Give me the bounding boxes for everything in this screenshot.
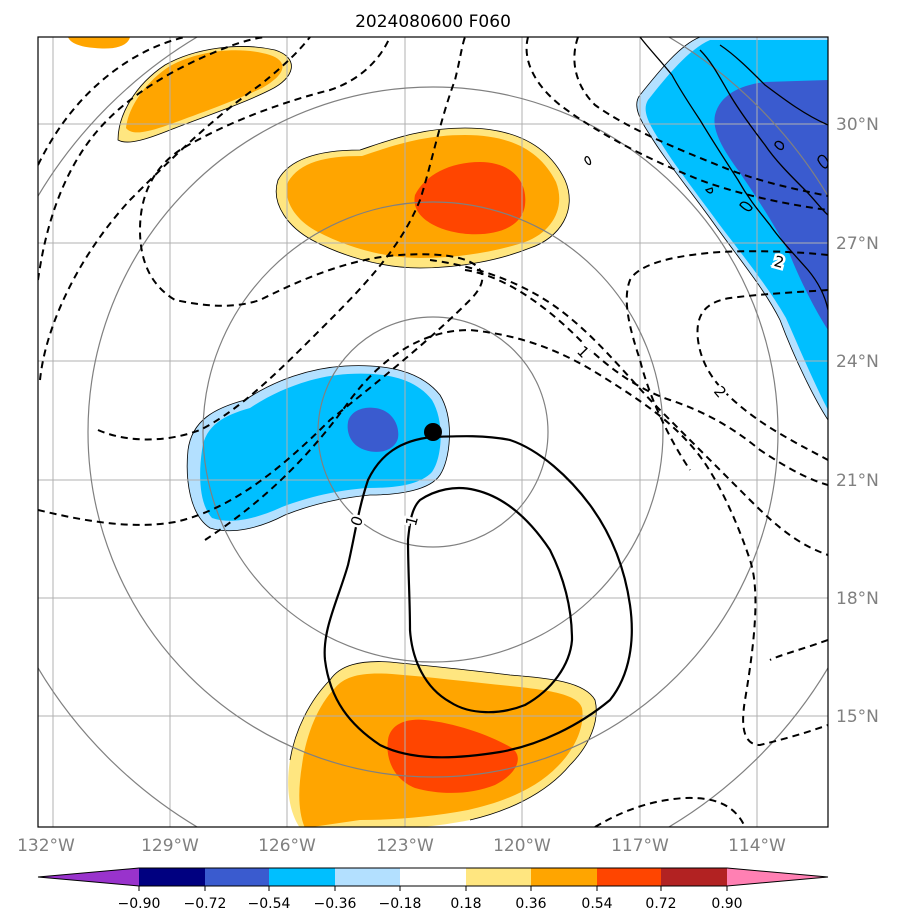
colorbar-tick-label: −0.54: [248, 896, 291, 912]
colorbar-segment: [466, 868, 531, 886]
positive-anomaly-north: [276, 128, 570, 268]
colorbar-segment: [205, 868, 269, 886]
colorbar-tick-label: −0.18: [379, 896, 422, 912]
lon-label-114w: 114°W: [728, 836, 786, 856]
map-frame: [37, 36, 829, 828]
colorbar-tick-label: 0.72: [645, 896, 676, 912]
lon-label-126w: 126°W: [258, 836, 316, 856]
lat-label-15n: 15°N: [836, 707, 879, 727]
colorbar-segment: [531, 868, 597, 886]
colorbar-tick-label: −0.36: [314, 896, 357, 912]
lon-label-117w: 117°W: [611, 836, 669, 856]
colorbar-tick-label: 0.36: [515, 896, 546, 912]
dashed-contours: [38, 37, 828, 827]
colorbar-tick-label: −0.72: [184, 896, 227, 912]
longitude-labels: 132°W 129°W 126°W 123°W 120°W 117°W 114°…: [17, 836, 786, 856]
colorbar-segment: [335, 868, 400, 886]
colorbar-segment: [400, 868, 466, 886]
colorbar-segment: [661, 868, 727, 886]
negative-anomaly-west: [187, 365, 450, 531]
lat-label-24n: 24°N: [836, 352, 879, 372]
colorbar-tick-label: 0.18: [450, 896, 481, 912]
lon-label-132w: 132°W: [17, 836, 75, 856]
colorbar-extend-high: [727, 868, 828, 886]
lat-label-18n: 18°N: [836, 589, 879, 609]
colorbar-segment: [597, 868, 661, 886]
colorbar-tick-label: −0.90: [118, 896, 161, 912]
positive-anomaly-topleft: [68, 37, 292, 143]
lat-label-21n: 21°N: [836, 471, 879, 491]
range-rings: [38, 37, 828, 827]
map-area: 0 1 1 2 2: [38, 37, 828, 827]
colorbar-tick-label: 0.54: [581, 896, 612, 912]
storm-center-marker: [424, 423, 442, 441]
positive-anomaly-south: [288, 661, 597, 827]
colorbar-segment: [139, 868, 205, 886]
chart-title: 2024080600 F060: [355, 12, 511, 32]
lon-label-123w: 123°W: [376, 836, 434, 856]
lon-label-120w: 120°W: [493, 836, 551, 856]
colorbar-segment: [269, 868, 335, 886]
coastline: [584, 37, 828, 311]
solid-contours: [323, 435, 633, 759]
colorbar-tick-label: 0.90: [711, 896, 742, 912]
colorbar-extend-low: [38, 868, 139, 886]
lat-label-30n: 30°N: [836, 115, 879, 135]
latitude-labels: 30°N 27°N 24°N 21°N 18°N 15°N: [836, 115, 879, 727]
lat-label-27n: 27°N: [836, 234, 879, 254]
colorbar: −0.90 −0.72 −0.54 −0.36 −0.18 0.18 0.36 …: [37, 867, 829, 912]
gridlines: [38, 37, 828, 827]
lon-label-129w: 129°W: [141, 836, 199, 856]
